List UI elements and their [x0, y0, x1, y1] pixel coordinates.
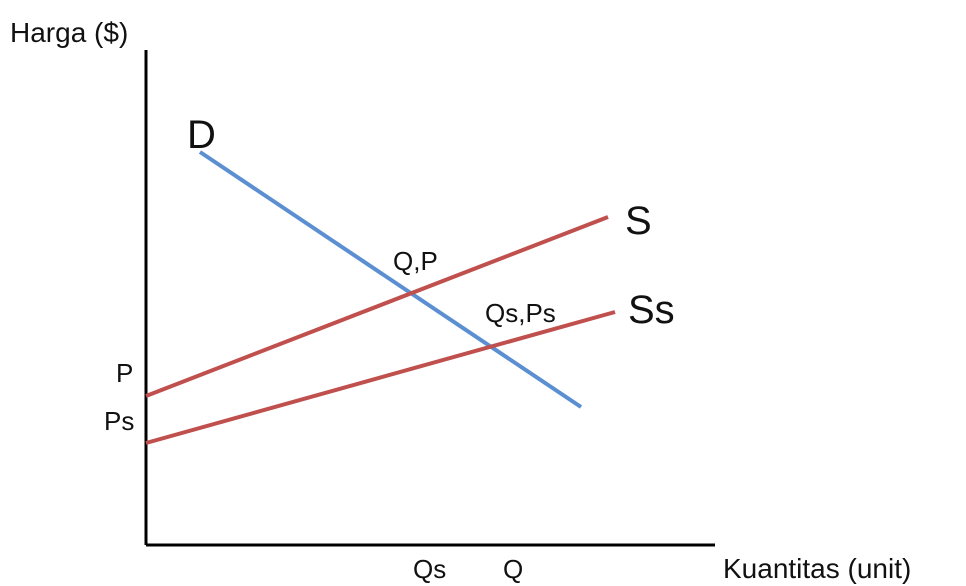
x-axis-title: Kuantitas (unit) — [723, 553, 911, 584]
supply-s-label: S — [625, 199, 652, 243]
supply-ss-label: Ss — [628, 288, 675, 332]
y-tick-label: P — [116, 358, 133, 388]
supply-curve-s — [145, 215, 609, 398]
equilibrium-label-1: Q,P — [393, 246, 438, 276]
y-axis-title: Harga ($) — [10, 17, 128, 48]
x-tick-label: Q — [503, 554, 523, 584]
equilibrium-label-2: Qs,Ps — [485, 298, 556, 328]
supply-curve-ss — [145, 310, 616, 445]
demand-label: D — [187, 113, 216, 157]
y-tick-label: Ps — [104, 406, 134, 436]
x-tick-label: Qs — [413, 554, 446, 584]
demand-curve — [198, 150, 583, 409]
